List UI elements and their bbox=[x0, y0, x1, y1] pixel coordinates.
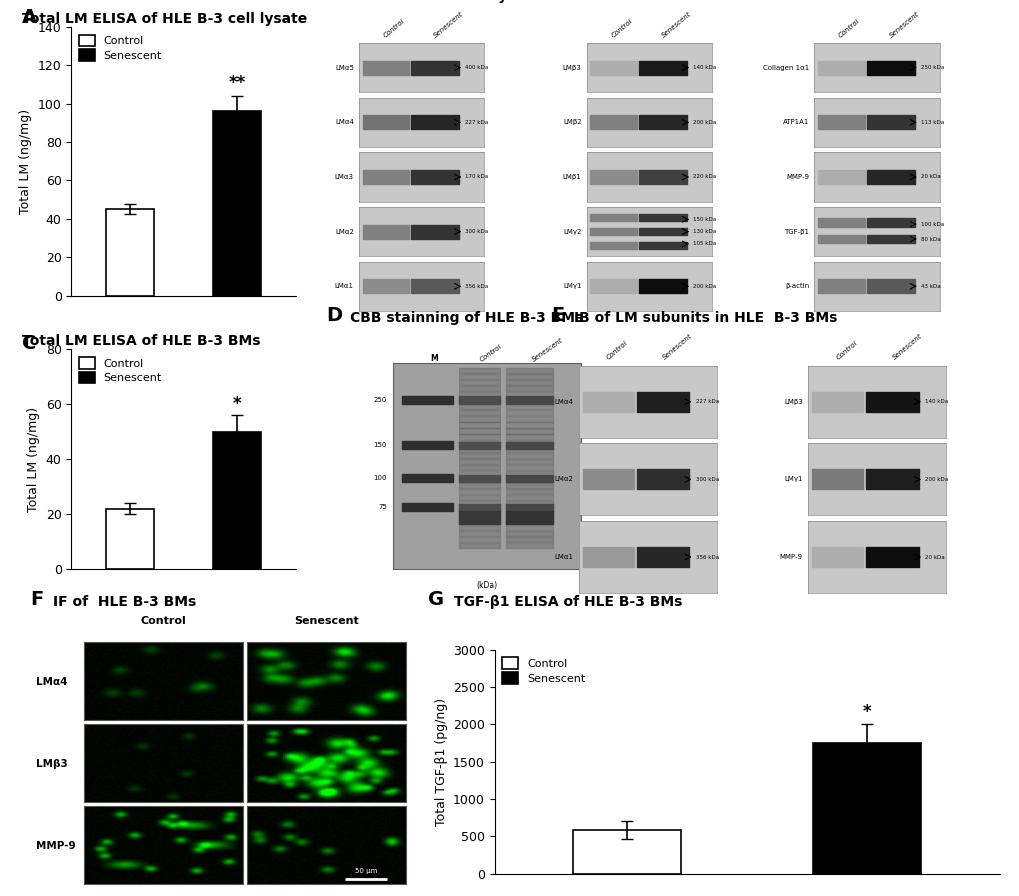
Text: TGF-β1 ELISA of HLE B-3 BMs: TGF-β1 ELISA of HLE B-3 BMs bbox=[453, 595, 682, 609]
Text: LMγ1: LMγ1 bbox=[784, 477, 802, 482]
Text: LMα3: LMα3 bbox=[334, 174, 354, 180]
Text: IB of HLE  B-3 cell lysate: IB of HLE B-3 cell lysate bbox=[350, 0, 540, 3]
Text: 150: 150 bbox=[373, 443, 386, 448]
Text: Control: Control bbox=[837, 18, 860, 39]
Bar bbox=[213, 111, 261, 296]
Text: 200 kDa: 200 kDa bbox=[924, 477, 948, 482]
Text: A: A bbox=[22, 8, 37, 27]
Text: Senescent: Senescent bbox=[433, 11, 465, 39]
Text: MMP-9: MMP-9 bbox=[36, 841, 75, 851]
Text: Senescent: Senescent bbox=[888, 11, 920, 39]
Text: (kDa): (kDa) bbox=[476, 582, 497, 590]
Text: D: D bbox=[326, 306, 342, 325]
Text: 20 kDa: 20 kDa bbox=[924, 555, 945, 559]
Text: 140 kDa: 140 kDa bbox=[924, 400, 948, 404]
Text: **: ** bbox=[228, 74, 246, 92]
Text: LMα2: LMα2 bbox=[334, 228, 354, 235]
Bar bbox=[106, 210, 154, 296]
Text: Total LM ELISA of HLE B-3 cell lysate: Total LM ELISA of HLE B-3 cell lysate bbox=[22, 12, 307, 26]
Text: LMα1: LMα1 bbox=[334, 283, 354, 289]
Text: LMα4: LMα4 bbox=[36, 676, 67, 686]
Text: 130 kDa: 130 kDa bbox=[693, 229, 715, 234]
Text: β-actin: β-actin bbox=[785, 283, 809, 289]
Text: 400 kDa: 400 kDa bbox=[465, 65, 488, 70]
Text: E: E bbox=[550, 306, 564, 325]
Text: Control: Control bbox=[835, 340, 858, 361]
Text: TGF-β1: TGF-β1 bbox=[784, 228, 809, 235]
Text: B: B bbox=[326, 0, 340, 3]
Text: Senescent: Senescent bbox=[530, 337, 564, 363]
Text: Control: Control bbox=[605, 340, 629, 361]
Text: 100: 100 bbox=[373, 475, 386, 481]
Text: Senescent: Senescent bbox=[891, 333, 922, 361]
Text: LMβ2: LMβ2 bbox=[562, 119, 581, 125]
Text: 105 kDa: 105 kDa bbox=[693, 241, 715, 246]
Text: IF of  HLE B-3 BMs: IF of HLE B-3 BMs bbox=[53, 595, 196, 609]
Text: 300 kDa: 300 kDa bbox=[465, 229, 488, 234]
Text: 356 kDa: 356 kDa bbox=[465, 284, 488, 289]
Text: Control: Control bbox=[382, 18, 406, 39]
Text: Control: Control bbox=[609, 18, 633, 39]
Text: 20 kDa: 20 kDa bbox=[920, 175, 940, 179]
Text: Senescent: Senescent bbox=[293, 616, 359, 625]
Text: Total LM ELISA of HLE B-3 BMs: Total LM ELISA of HLE B-3 BMs bbox=[22, 334, 260, 349]
Text: LMβ1: LMβ1 bbox=[562, 174, 581, 180]
Text: IB of LM subunits in HLE  B-3 BMs: IB of LM subunits in HLE B-3 BMs bbox=[574, 311, 837, 325]
Text: LMγ2: LMγ2 bbox=[562, 228, 581, 235]
Text: 100 kDa: 100 kDa bbox=[920, 221, 944, 227]
Text: 50 μm: 50 μm bbox=[355, 868, 377, 874]
Text: Control: Control bbox=[478, 343, 502, 363]
Text: LMβ3: LMβ3 bbox=[36, 759, 67, 769]
Text: 170 kDa: 170 kDa bbox=[465, 175, 488, 179]
Y-axis label: Total LM (ng/mg): Total LM (ng/mg) bbox=[28, 407, 40, 512]
Bar bbox=[573, 831, 681, 874]
Text: 250 kDa: 250 kDa bbox=[920, 65, 944, 70]
Text: 113 kDa: 113 kDa bbox=[920, 120, 944, 125]
Legend: Control, Senescent: Control, Senescent bbox=[76, 32, 164, 63]
Text: Senescent: Senescent bbox=[661, 333, 693, 361]
Text: G: G bbox=[428, 590, 444, 609]
Text: *: * bbox=[862, 702, 871, 720]
Text: Senescent: Senescent bbox=[660, 11, 692, 39]
Text: Collagen 1α1: Collagen 1α1 bbox=[762, 65, 809, 71]
Text: 220 kDa: 220 kDa bbox=[693, 175, 715, 179]
Text: 75: 75 bbox=[378, 504, 386, 510]
Text: M: M bbox=[430, 354, 437, 363]
Bar bbox=[213, 432, 261, 569]
Text: C: C bbox=[22, 334, 37, 353]
Text: F: F bbox=[31, 590, 44, 609]
Text: LMα4: LMα4 bbox=[334, 119, 354, 125]
Text: 150 kDa: 150 kDa bbox=[693, 217, 715, 222]
Text: LMα1: LMα1 bbox=[553, 554, 573, 560]
Text: 140 kDa: 140 kDa bbox=[693, 65, 715, 70]
Text: 227 kDa: 227 kDa bbox=[695, 400, 718, 404]
Text: MMP-9: MMP-9 bbox=[786, 174, 809, 180]
Text: ATP1A1: ATP1A1 bbox=[783, 119, 809, 125]
Text: 200 kDa: 200 kDa bbox=[693, 120, 715, 125]
Text: 250: 250 bbox=[373, 397, 386, 403]
Text: LMγ1: LMγ1 bbox=[562, 283, 581, 289]
Text: LMβ3: LMβ3 bbox=[784, 399, 802, 405]
Text: LMβ3: LMβ3 bbox=[562, 65, 581, 71]
Bar bbox=[812, 743, 920, 874]
Text: 300 kDa: 300 kDa bbox=[695, 477, 718, 482]
Text: 80 kDa: 80 kDa bbox=[920, 237, 940, 242]
Text: MMP-9: MMP-9 bbox=[780, 554, 802, 560]
Text: 356 kDa: 356 kDa bbox=[695, 555, 718, 559]
Y-axis label: Total TGF-β1 (pg/ng): Total TGF-β1 (pg/ng) bbox=[434, 698, 447, 825]
Legend: Control, Senescent: Control, Senescent bbox=[499, 655, 587, 685]
Text: 43 kDa: 43 kDa bbox=[920, 284, 940, 289]
Text: Control: Control bbox=[141, 616, 185, 625]
Text: CBB stainning of HLE B-3 BMs: CBB stainning of HLE B-3 BMs bbox=[350, 311, 583, 325]
Text: 227 kDa: 227 kDa bbox=[465, 120, 488, 125]
Y-axis label: Total LM (ng/mg): Total LM (ng/mg) bbox=[19, 108, 33, 214]
Text: LMα4: LMα4 bbox=[554, 399, 573, 405]
Text: 200 kDa: 200 kDa bbox=[693, 284, 715, 289]
Text: LMα2: LMα2 bbox=[554, 477, 573, 482]
Legend: Control, Senescent: Control, Senescent bbox=[76, 355, 164, 385]
Text: *: * bbox=[232, 394, 242, 412]
Bar bbox=[106, 509, 154, 569]
Text: LMα5: LMα5 bbox=[334, 65, 354, 71]
